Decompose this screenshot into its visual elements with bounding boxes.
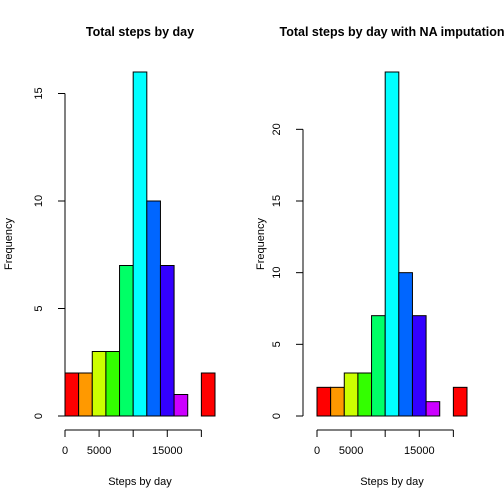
chart-title: Total steps by day bbox=[86, 25, 194, 39]
histogram-bar bbox=[398, 272, 413, 417]
x-tick-label: 15000 bbox=[404, 445, 435, 457]
histogram-bar bbox=[105, 351, 121, 417]
y-axis-label: Frequency bbox=[3, 218, 15, 270]
histogram-bar bbox=[411, 315, 427, 417]
y-tick-label: 10 bbox=[271, 267, 283, 279]
bars bbox=[316, 71, 468, 417]
y-axis-label: Frequency bbox=[255, 218, 267, 270]
histogram-bar bbox=[64, 372, 80, 417]
histogram-bar bbox=[330, 386, 345, 417]
histogram-bar bbox=[132, 71, 148, 417]
y-tick-label: 15 bbox=[271, 195, 283, 207]
histogram-bar bbox=[159, 265, 175, 417]
x-tick-label: 15000 bbox=[152, 445, 183, 457]
bars bbox=[64, 71, 216, 417]
histogram-bar bbox=[452, 386, 468, 417]
y-tick-label: 5 bbox=[33, 305, 45, 311]
histogram-bar bbox=[384, 71, 400, 417]
y-axis: 0 5 10 15 20 bbox=[271, 123, 304, 419]
chart-title: Total steps by day with NA imputation bbox=[279, 25, 504, 39]
y-tick-label: 0 bbox=[271, 413, 283, 419]
histogram-bar bbox=[119, 265, 134, 417]
histogram-bar bbox=[316, 386, 332, 417]
x-tick-label: 5000 bbox=[87, 445, 111, 457]
y-tick-label: 5 bbox=[271, 341, 283, 347]
x-tick-label: 0 bbox=[314, 445, 320, 457]
y-tick-label: 0 bbox=[33, 413, 45, 419]
histogram-panel-steps-by-day-imputed: Total steps by day with NA imputation St… bbox=[255, 25, 504, 488]
histogram-bar bbox=[425, 401, 441, 417]
histogram-bar bbox=[146, 200, 161, 417]
x-axis: 0 5000 15000 bbox=[62, 429, 202, 457]
histogram-panel-steps-by-day: Total steps by day Steps by day Frequenc… bbox=[3, 25, 216, 488]
histogram-bar bbox=[91, 351, 107, 417]
y-tick-label: 20 bbox=[271, 123, 283, 135]
histogram-bar bbox=[343, 372, 359, 417]
y-tick-label: 15 bbox=[33, 87, 45, 99]
x-axis-label: Steps by day bbox=[108, 476, 172, 488]
x-axis-label: Steps by day bbox=[360, 476, 424, 488]
y-tick-label: 10 bbox=[33, 195, 45, 207]
x-tick-label: 0 bbox=[62, 445, 68, 457]
histogram-bar bbox=[200, 372, 216, 417]
histogram-bar bbox=[357, 372, 373, 417]
x-tick-label: 5000 bbox=[339, 445, 363, 457]
x-axis: 0 5000 15000 bbox=[314, 429, 454, 457]
histogram-bar bbox=[78, 372, 93, 417]
histogram-bar bbox=[173, 394, 189, 417]
y-axis: 0 5 10 15 bbox=[33, 87, 66, 419]
histogram-bar bbox=[371, 315, 386, 417]
